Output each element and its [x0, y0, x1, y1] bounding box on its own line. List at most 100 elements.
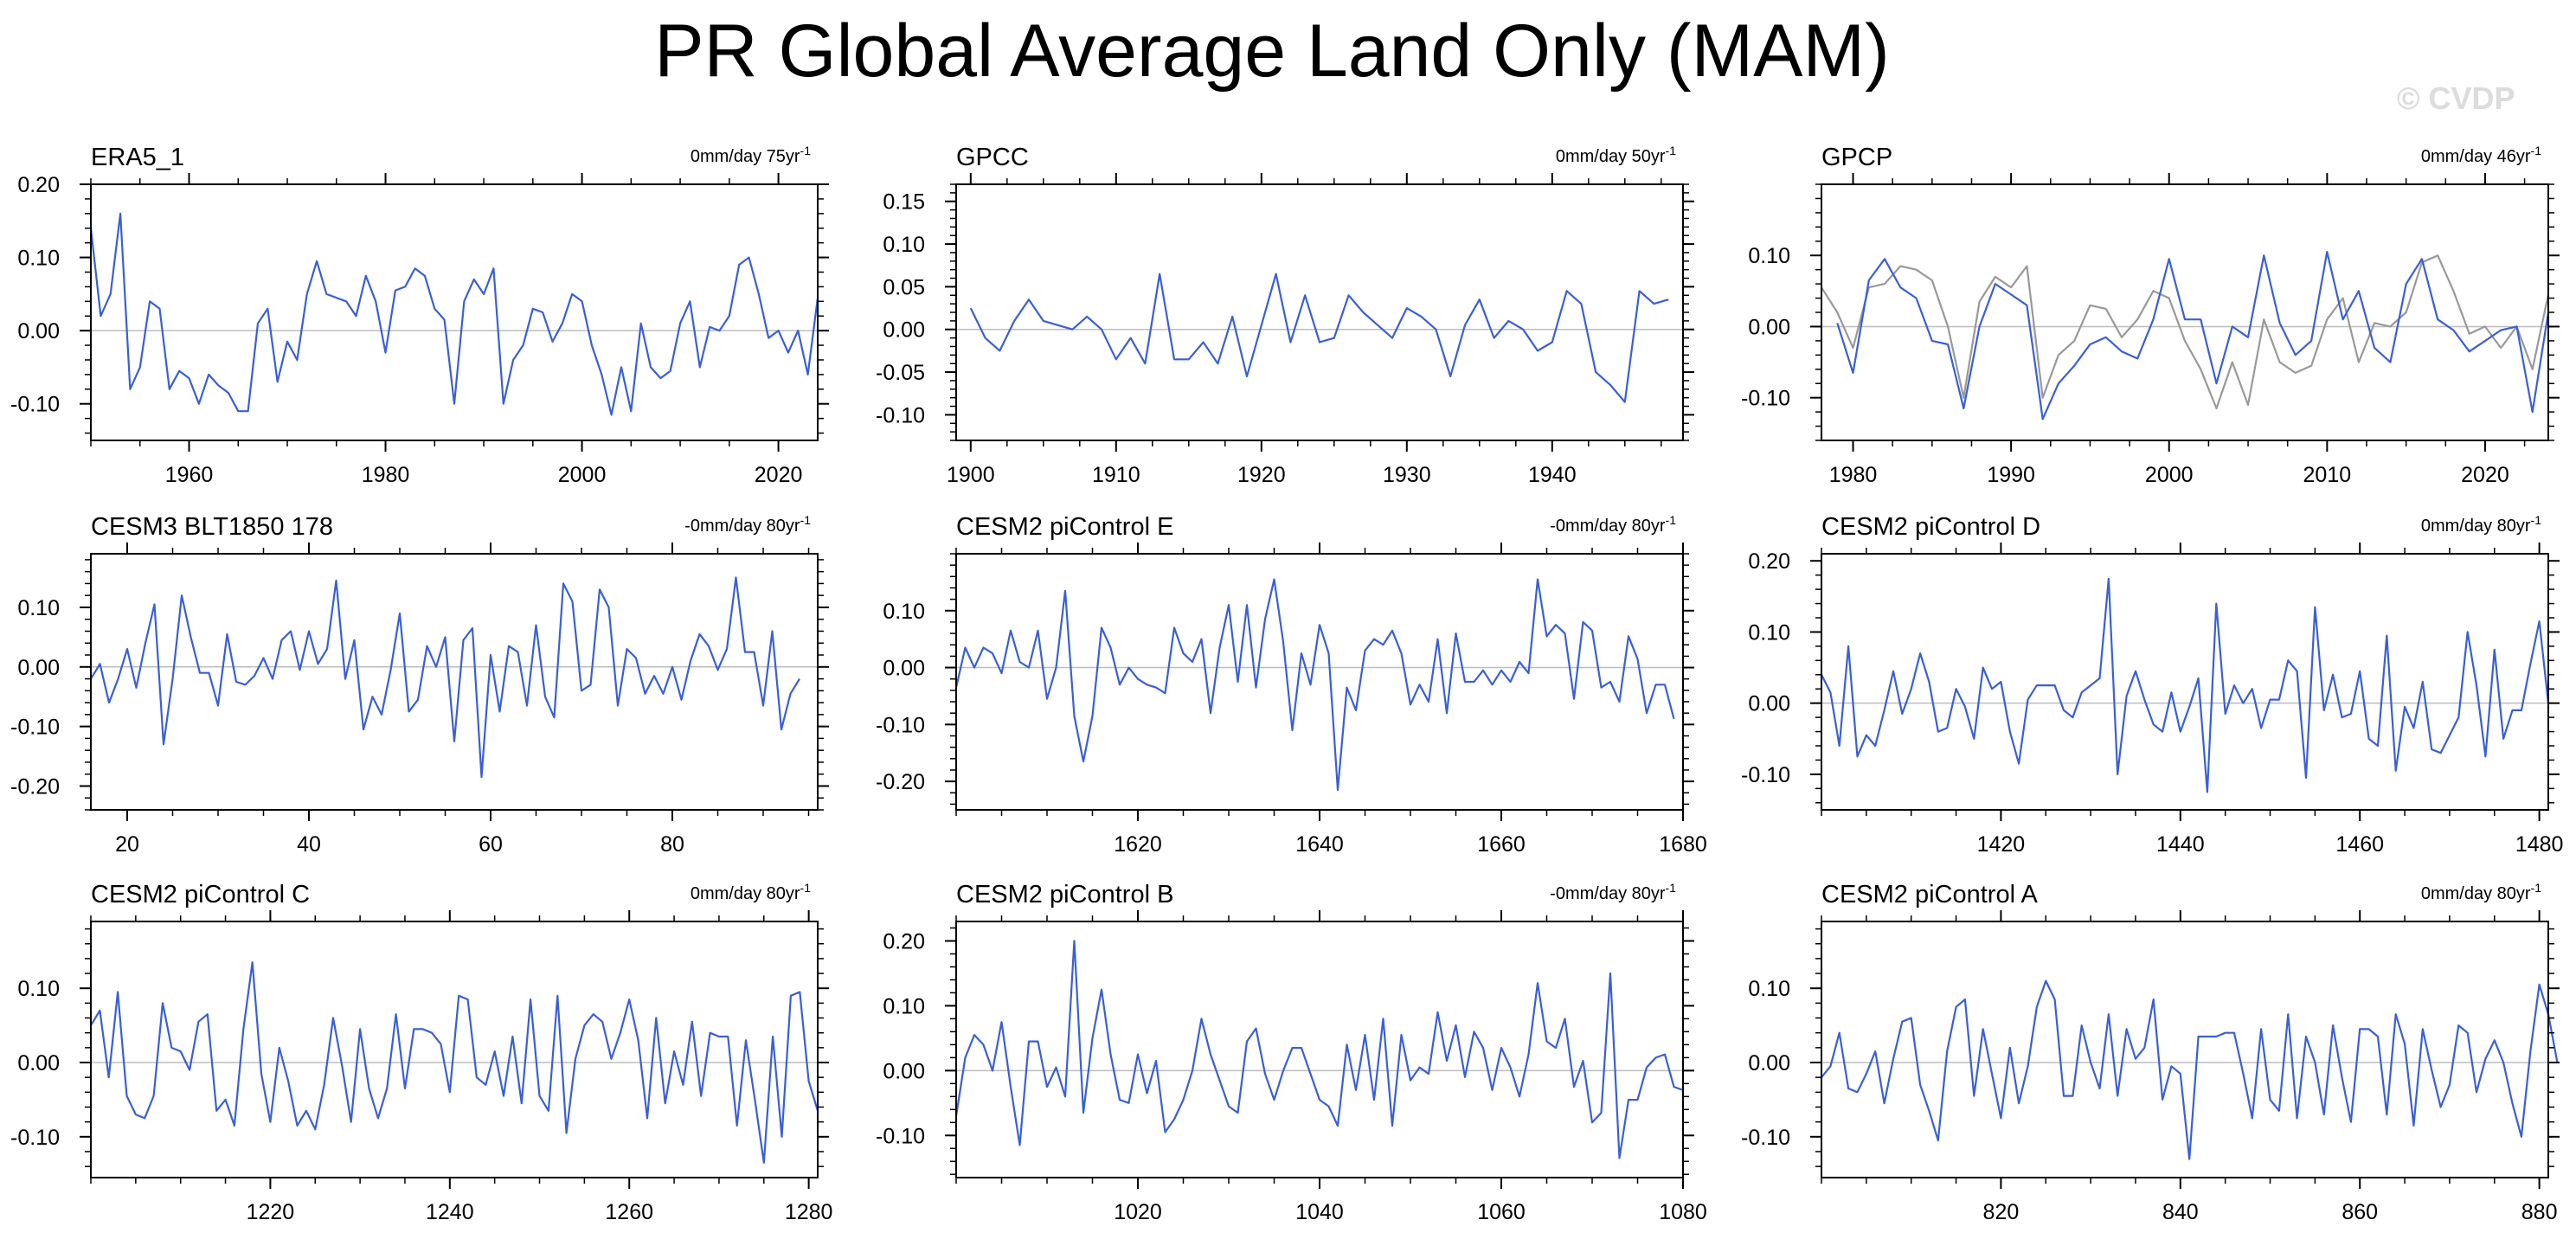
plot-frame — [90, 183, 819, 441]
x-tick-label: 1020 — [1114, 1200, 1162, 1224]
x-tick-label: 1910 — [1092, 463, 1140, 487]
x-tick-label: 1920 — [1237, 463, 1286, 487]
panel-title: ERA5_1 — [91, 144, 184, 171]
y-tick-label: 0.20 — [17, 173, 60, 197]
x-tick-label: 2010 — [2303, 463, 2352, 487]
trend-value: -0mm/day 80yr — [1550, 884, 1666, 903]
y-tick-label: 0.00 — [883, 657, 925, 681]
trend-label: 0mm/day 80yr-1 — [2421, 881, 2541, 903]
x-tick-label: 2020 — [755, 463, 803, 487]
series-line-primary — [89, 212, 819, 416]
y-tick-label: 0.10 — [1748, 244, 1790, 268]
trend-value: 0mm/day 46yr — [2421, 147, 2531, 166]
panel-title: CESM2 piControl E — [956, 513, 1173, 541]
trend-exponent: -1 — [1666, 881, 1677, 895]
panel-2: 1900 1910 1920 1930 1940 -0.10 -0.05 0.00 0.05 0.… — [876, 144, 1694, 487]
x-tick-label: 1280 — [785, 1200, 833, 1224]
y-tick-label: -0.20 — [10, 774, 60, 799]
x-tick-label: 1060 — [1477, 1200, 1526, 1224]
x-tick-label: 1080 — [1659, 1200, 1707, 1224]
trend-value: 0mm/day 75yr — [691, 147, 800, 166]
x-tick-label: 1420 — [1977, 832, 2026, 857]
y-tick-label: 0.00 — [1748, 315, 1790, 339]
x-tick-label: 1440 — [2156, 832, 2205, 857]
x-tick-label: 1240 — [426, 1200, 474, 1224]
y-tick-label: 0.00 — [883, 1059, 925, 1083]
panel-title: CESM2 piControl C — [91, 881, 310, 909]
y-tick-label: 0.00 — [17, 319, 60, 343]
trend-exponent: -1 — [2531, 881, 2542, 895]
x-tick-label: 1900 — [947, 463, 995, 487]
y-tick-label: 0.10 — [17, 977, 60, 1001]
y-tick-label: -0.05 — [876, 361, 925, 385]
y-tick-label: 0.10 — [17, 247, 60, 271]
x-tick-label: 1480 — [2515, 832, 2564, 857]
trend-exponent: -1 — [2531, 144, 2542, 157]
y-tick-label: 0.10 — [1748, 977, 1790, 1001]
x-tick-label: 2020 — [2461, 463, 2509, 487]
panel-5: 1620 1640 1660 1680 -0.20 -0.10 0.00 0.10 CESM2 … — [876, 513, 1707, 857]
trend-exponent: -1 — [2531, 513, 2542, 527]
trend-exponent: -1 — [1666, 513, 1677, 527]
trend-exponent: -1 — [800, 513, 812, 527]
trend-value: -0mm/day 80yr — [684, 517, 800, 536]
panel-title: GPCP — [1821, 144, 1892, 171]
panel-4: 20 40 60 80 -0.20 -0.10 0.00 0.10 CESM3 BLT1850 … — [10, 513, 829, 857]
trend-value: 0mm/day 80yr — [2421, 884, 2531, 903]
trend-label: -0mm/day 80yr-1 — [684, 513, 811, 536]
y-tick-label: 0.05 — [883, 275, 925, 299]
panel-title: CESM3 BLT1850 178 — [91, 513, 333, 541]
series-line-primary — [1821, 979, 2559, 1160]
x-tick-label: 1640 — [1295, 832, 1344, 857]
x-tick-label: 860 — [2342, 1200, 2378, 1224]
x-tick-label: 1960 — [165, 463, 214, 487]
plot-frame — [90, 553, 819, 811]
series-line-secondary — [1821, 254, 2550, 410]
x-tick-label: 1940 — [1528, 463, 1577, 487]
panel-title: GPCC — [956, 144, 1029, 171]
trend-value: -0mm/day 80yr — [1550, 517, 1666, 536]
trend-label: -0mm/day 80yr-1 — [1550, 881, 1676, 903]
x-tick-label: 20 — [115, 832, 139, 857]
trend-label: 0mm/day 46yr-1 — [2421, 144, 2541, 166]
series-line-primary — [1836, 251, 2550, 421]
y-tick-label: 0.15 — [883, 190, 925, 215]
panel-9: 820 840 860 880 -0.10 0.00 0.10 CESM2 piControl… — [1741, 881, 2560, 1224]
cvdp-watermark: © CVDP — [2397, 80, 2515, 116]
y-tick-label: -0.10 — [1741, 1126, 1790, 1150]
trend-label: -0mm/day 80yr-1 — [1550, 513, 1676, 536]
series-line-primary — [954, 578, 1675, 792]
trend-exponent: -1 — [1666, 144, 1677, 157]
y-tick-label: -0.10 — [10, 393, 60, 417]
y-tick-label: -0.10 — [876, 713, 925, 737]
y-tick-label: 0.00 — [17, 1051, 60, 1075]
y-tick-label: 0.10 — [1748, 620, 1790, 645]
x-tick-label: 60 — [479, 832, 503, 857]
panel-8: 1020 1040 1060 1080 -0.10 0.00 0.10 0.20 CESM2 p… — [876, 881, 1707, 1224]
panel-1: 1960 1980 2000 2020 -0.10 0.00 0.10 0.20 ERA5_1 0… — [10, 144, 829, 487]
x-tick-label: 1660 — [1477, 832, 1526, 857]
trend-label: 0mm/day 80yr-1 — [691, 881, 811, 903]
trend-value: 0mm/day 80yr — [2421, 517, 2531, 536]
panel-title: CESM2 piControl A — [1821, 881, 2038, 909]
plot-frame — [955, 921, 1684, 1178]
trend-label: 0mm/day 50yr-1 — [1556, 144, 1676, 166]
panel-7: 1220 1240 1260 1280 -0.10 0.00 0.10 CESM2 piCon… — [10, 881, 832, 1224]
series-line-primary — [90, 961, 819, 1164]
x-tick-label: 1980 — [362, 463, 410, 487]
y-tick-label: 0.00 — [17, 656, 60, 680]
x-tick-label: 2000 — [558, 463, 607, 487]
x-tick-label: 2000 — [2145, 463, 2194, 487]
y-tick-label: 0.00 — [883, 318, 925, 343]
plot-frame — [1821, 183, 2549, 441]
panel-title: CESM2 piControl B — [956, 881, 1173, 909]
y-tick-label: -0.10 — [876, 403, 925, 427]
y-tick-label: 0.00 — [1748, 1051, 1790, 1075]
panel-3: 1980 1990 2000 2010 2020 -0.10 0.00 0.10 GPCP 0mm… — [1741, 144, 2560, 487]
y-tick-label: 0.10 — [883, 994, 925, 1018]
trend-exponent: -1 — [800, 144, 812, 157]
series-line-primary — [954, 940, 1684, 1159]
panel-6: 1420 1440 1460 1480 -0.10 0.00 0.10 0.20 CESM2 p… — [1741, 513, 2563, 857]
x-tick-label: 1040 — [1295, 1200, 1344, 1224]
x-tick-label: 80 — [660, 832, 684, 857]
